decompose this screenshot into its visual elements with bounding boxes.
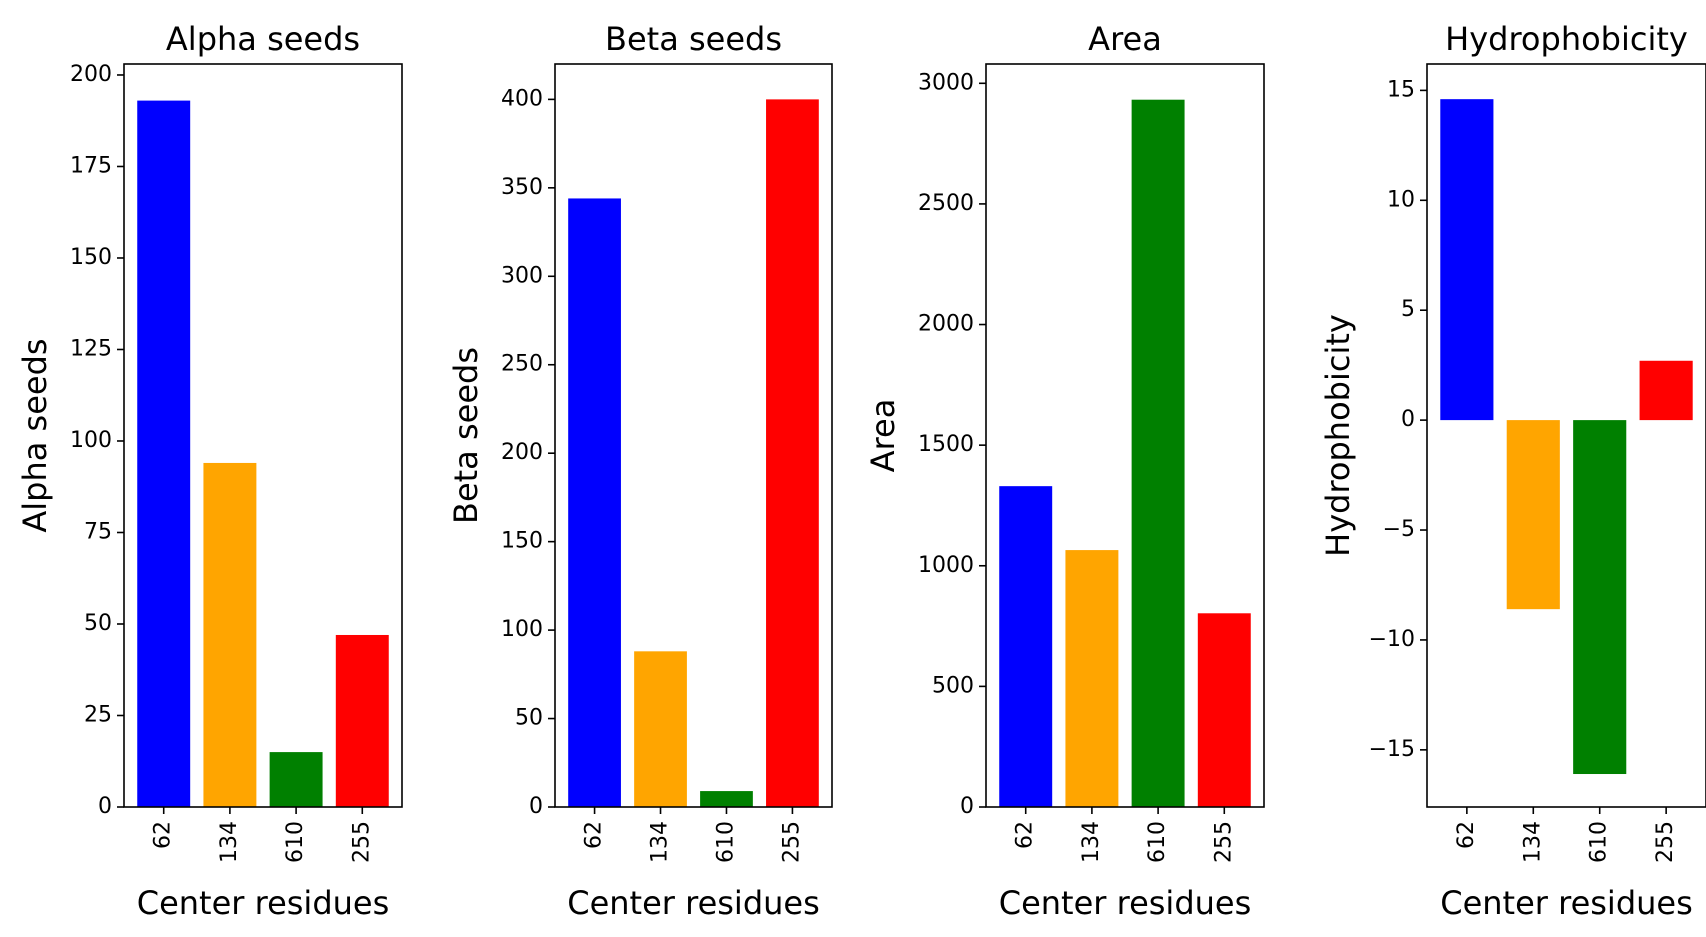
alpha-seeds-ylabel: Alpha seeds xyxy=(16,338,54,532)
alpha-seeds-chart: 0 25 50 75 100 125 150 175 200 62 134 610 255 Alpha s… xyxy=(16,20,403,922)
hydrophobicity-bar-255 xyxy=(1639,360,1693,421)
hydrophobicity-xlabel: Center residues xyxy=(1440,884,1693,922)
alpha-seeds-xtick-label: 610 xyxy=(283,821,308,863)
area-bar-62 xyxy=(999,486,1053,807)
beta-seeds-chart: 0 50 100 150 200 250 300 350 400 62 134 610 255 Beta … xyxy=(447,20,833,922)
alpha-seeds-ytick-label: 200 xyxy=(70,62,112,87)
alpha-seeds-ytick-label: 150 xyxy=(70,245,112,270)
hydrophobicity-bar-610 xyxy=(1573,420,1627,775)
area-ytick-label: 500 xyxy=(932,673,974,698)
beta-seeds-bar-62 xyxy=(568,198,621,807)
hydrophobicity-ytick-label: −10 xyxy=(1369,627,1415,652)
beta-seeds-ytick-label: 250 xyxy=(501,352,543,377)
area-title: Area xyxy=(1088,20,1162,58)
area-bar-610 xyxy=(1131,99,1185,807)
alpha-seeds-ytick-label: 100 xyxy=(70,428,112,453)
beta-seeds-bar-255 xyxy=(766,99,819,807)
beta-seeds-xtick-label: 134 xyxy=(648,821,673,863)
beta-seeds-bar-134 xyxy=(634,651,687,807)
beta-seeds-xlabel: Center residues xyxy=(567,884,820,922)
alpha-seeds-xlabel: Center residues xyxy=(137,884,390,922)
area-ytick-label: 1000 xyxy=(918,553,974,578)
hydrophobicity-ytick-label: 5 xyxy=(1401,297,1415,322)
area-axes-frame xyxy=(985,63,1265,808)
area-xlabel: Center residues xyxy=(999,884,1252,922)
hydrophobicity-ytick-label: −15 xyxy=(1369,737,1415,762)
area-bar-134 xyxy=(1065,550,1119,807)
area-xtick-label: 255 xyxy=(1211,821,1236,863)
hydrophobicity-title: Hydrophobicity xyxy=(1445,20,1688,58)
beta-seeds-axes-frame xyxy=(554,63,833,808)
beta-seeds-bar-610 xyxy=(700,791,753,807)
hydrophobicity-axes-frame xyxy=(1426,63,1706,808)
area-chart: 0 500 1000 1500 2000 2500 3000 62 134 610 255 Area C… xyxy=(864,20,1265,922)
hydrophobicity-ytick-label: 0 xyxy=(1401,407,1415,432)
area-ytick-label: 1500 xyxy=(918,432,974,457)
beta-seeds-ytick-label: 0 xyxy=(529,794,543,819)
alpha-seeds-xtick-label: 255 xyxy=(349,821,374,863)
alpha-seeds-bar-62 xyxy=(137,100,191,808)
area-bar-255 xyxy=(1197,613,1251,807)
hydrophobicity-xtick-label: 134 xyxy=(1520,821,1545,863)
area-xtick-label: 134 xyxy=(1079,821,1104,863)
alpha-seeds-ytick-label: 0 xyxy=(98,794,112,819)
beta-seeds-title: Beta seeds xyxy=(605,20,782,58)
alpha-seeds-bar-134 xyxy=(203,462,257,807)
alpha-seeds-bar-255 xyxy=(335,634,389,807)
hydrophobicity-chart: −15 −10 −5 0 5 10 15 62 134 610 255 Hydrophobicity C… xyxy=(1319,20,1706,922)
area-ytick-label: 3000 xyxy=(918,70,974,95)
alpha-seeds-xtick-label: 62 xyxy=(151,821,176,849)
hydrophobicity-bar-134 xyxy=(1506,420,1560,610)
hydrophobicity-ylabel: Hydrophobicity xyxy=(1319,314,1357,557)
beta-seeds-xtick-label: 255 xyxy=(779,821,804,863)
hydrophobicity-bar-62 xyxy=(1440,99,1494,421)
area-ytick-label: 2000 xyxy=(918,312,974,337)
beta-seeds-xtick-label: 610 xyxy=(713,821,738,863)
hydrophobicity-xtick-label: 255 xyxy=(1653,821,1678,863)
alpha-seeds-ytick-label: 125 xyxy=(70,336,112,361)
beta-seeds-ylabel: Beta seeds xyxy=(447,347,485,524)
alpha-seeds-bar-610 xyxy=(269,752,323,807)
alpha-seeds-ytick-label: 175 xyxy=(70,153,112,178)
alpha-seeds-title: Alpha seeds xyxy=(166,20,360,58)
alpha-seeds-axes-frame xyxy=(123,63,403,808)
alpha-seeds-ytick-label: 25 xyxy=(84,702,112,727)
beta-seeds-ytick-label: 300 xyxy=(501,263,543,288)
beta-seeds-ytick-label: 50 xyxy=(515,706,543,731)
hydrophobicity-ytick-label: 15 xyxy=(1387,77,1415,102)
beta-seeds-ytick-label: 150 xyxy=(501,529,543,554)
hydrophobicity-ytick-label: −5 xyxy=(1383,517,1415,542)
area-xtick-label: 610 xyxy=(1145,821,1170,863)
area-xtick-label: 62 xyxy=(1013,821,1038,849)
beta-seeds-ytick-label: 200 xyxy=(501,440,543,465)
hydrophobicity-xtick-label: 62 xyxy=(1454,821,1479,849)
hydrophobicity-ytick-label: 10 xyxy=(1387,187,1415,212)
alpha-seeds-ytick-label: 50 xyxy=(84,611,112,636)
beta-seeds-ytick-label: 100 xyxy=(501,617,543,642)
area-ytick-label: 0 xyxy=(960,794,974,819)
alpha-seeds-xtick-label: 134 xyxy=(217,821,242,863)
alpha-seeds-ytick-label: 75 xyxy=(84,519,112,544)
area-ylabel: Area xyxy=(864,399,902,473)
beta-seeds-xtick-label: 62 xyxy=(582,821,607,849)
area-ytick-label: 2500 xyxy=(918,191,974,216)
beta-seeds-ytick-label: 350 xyxy=(501,175,543,200)
hydrophobicity-xtick-label: 610 xyxy=(1587,821,1612,863)
beta-seeds-ytick-label: 400 xyxy=(501,86,543,111)
